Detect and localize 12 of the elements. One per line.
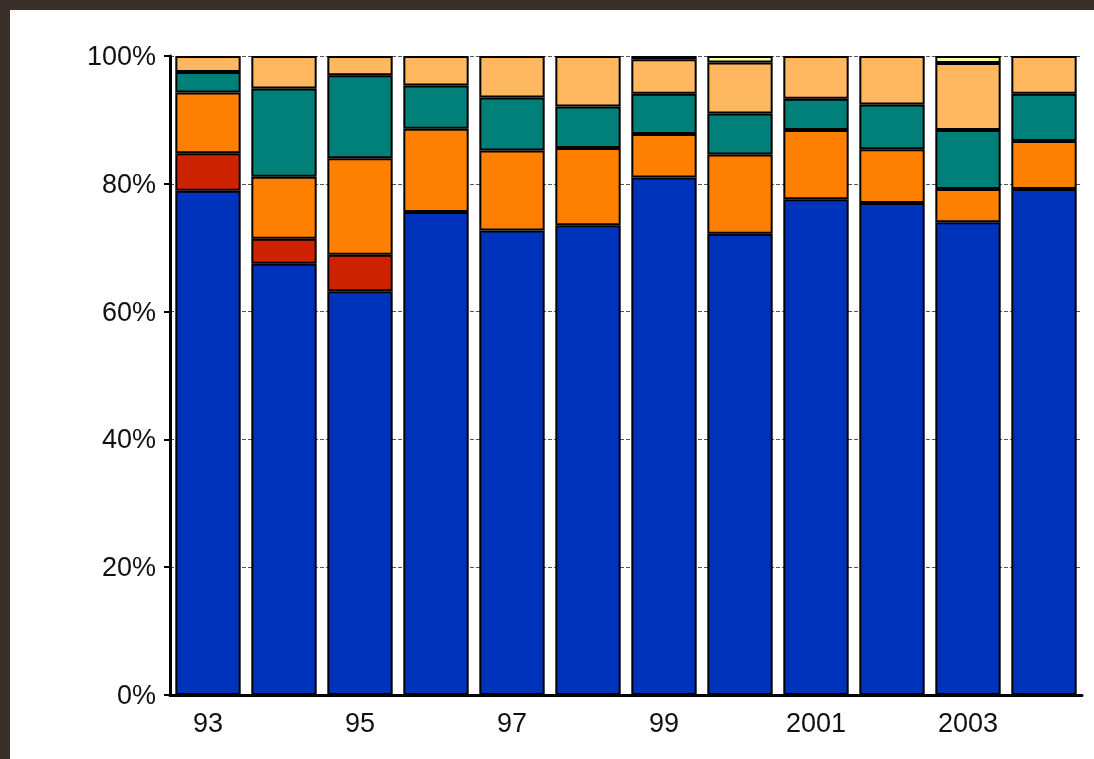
y-tick-label: 0% <box>116 680 156 710</box>
y-tick-label: 100% <box>86 41 156 71</box>
y-tick-label: 40% <box>101 424 156 455</box>
x-tick-label: 97 <box>496 707 528 738</box>
y-tick-label: 20% <box>101 552 156 583</box>
x-tick-label: 2003 <box>937 707 999 738</box>
y-tick-label: 60% <box>101 296 156 327</box>
x-tick-label: 2001 <box>785 707 847 738</box>
y-tick-label: 80% <box>101 168 156 199</box>
x-tick-label: 95 <box>344 707 376 738</box>
x-tick-label: 99 <box>648 707 680 738</box>
x-tick-label: 93 <box>192 707 224 738</box>
